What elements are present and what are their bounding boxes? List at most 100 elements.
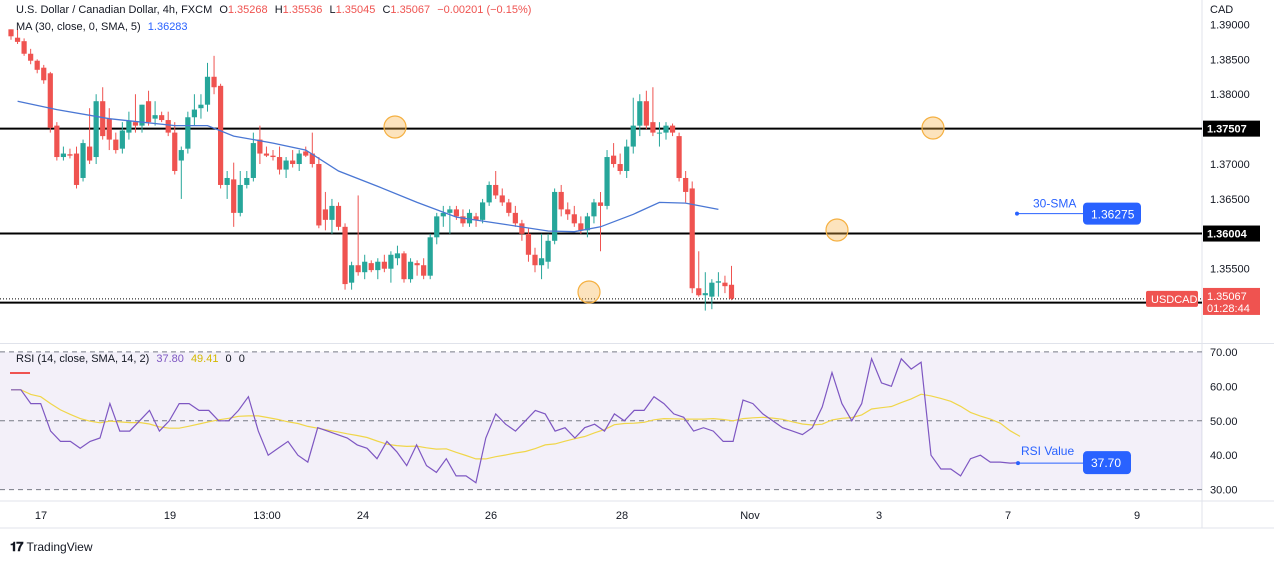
candle-body <box>394 253 401 259</box>
current-price-badge <box>1203 287 1260 315</box>
candle-body <box>224 177 230 185</box>
candle-body <box>676 136 682 178</box>
touch-marker <box>825 218 849 242</box>
low-label: L <box>329 4 336 16</box>
candle-body <box>552 191 558 241</box>
currency-label: CAD <box>1210 4 1233 16</box>
rsi-extra-1: 0 <box>225 353 232 365</box>
candle-body <box>113 139 119 151</box>
candle-body <box>198 104 204 109</box>
candle-body <box>663 125 669 133</box>
ma-legend[interactable]: MA (30, close, 0, SMA, 5) 1.36283 <box>16 21 192 33</box>
rsi-value: 37.80 <box>156 353 184 365</box>
rsi-ma-value: 49.41 <box>190 353 219 365</box>
rsi-annotation-text: RSI Value <box>1021 444 1074 458</box>
sma-annotation-text: 30-SMA <box>1033 197 1076 211</box>
candle-body <box>512 212 518 224</box>
price-tick-label: 1.38500 <box>1210 54 1250 66</box>
candle-body <box>434 216 440 238</box>
candle-body <box>34 60 40 70</box>
rsi-extra-2: 0 <box>238 353 245 365</box>
candle-body <box>296 153 302 165</box>
candle-body <box>303 151 309 156</box>
candle-body <box>650 122 656 133</box>
candle-body <box>342 226 348 285</box>
candle-body <box>145 101 152 123</box>
brand-name: TradingView <box>26 540 93 554</box>
level-badge-label: 1.36004 <box>1207 229 1248 241</box>
candle-body <box>316 164 322 226</box>
high-label: H <box>274 4 283 16</box>
candle-body <box>132 122 139 126</box>
candle-body <box>480 202 486 220</box>
candle-body <box>80 143 86 178</box>
open-value: 1.35268 <box>227 4 268 16</box>
rsi-tick-label: 50.00 <box>1210 416 1238 428</box>
candle-body <box>696 288 702 296</box>
candle-body <box>335 205 342 227</box>
rsi-tick-label: 30.00 <box>1210 485 1238 497</box>
tradingview-branding[interactable]: 𝟏𝟕 TradingView <box>10 539 93 555</box>
price-tick-label: 1.39000 <box>1210 19 1250 31</box>
candle-body <box>21 41 27 54</box>
candle-body <box>250 143 256 178</box>
candle-body <box>60 153 66 158</box>
candle-body <box>460 216 466 224</box>
chart-legend: U.S. Dollar / Canadian Dollar, 4h, FXCM … <box>16 4 535 16</box>
candle-body <box>558 191 564 210</box>
price-tick-label: 1.36500 <box>1210 194 1250 206</box>
candle-body <box>630 125 636 147</box>
candle-body <box>211 76 217 88</box>
candle-body <box>100 101 106 137</box>
close-value: 1.35067 <box>390 4 431 16</box>
time-tick-label: 19 <box>164 510 176 522</box>
candle-body <box>401 253 407 280</box>
time-tick-label: 7 <box>1005 510 1011 522</box>
candle-body <box>41 67 47 81</box>
time-tick-label: 3 <box>876 510 882 522</box>
countdown-label: 01:28:44 <box>1207 303 1250 315</box>
time-tick-label: Nov <box>740 510 760 522</box>
candle-body <box>381 261 387 269</box>
candle-body <box>702 293 708 296</box>
tradingview-logo-icon: 𝟏𝟕 <box>10 539 24 554</box>
candle-body <box>270 155 276 158</box>
close-label: C <box>382 4 391 16</box>
candle-body <box>466 212 473 224</box>
candle-body <box>637 101 643 126</box>
candle-body <box>237 184 243 213</box>
rsi-line <box>11 356 1021 484</box>
candle-body <box>578 223 584 231</box>
candle-body <box>643 101 649 126</box>
candle-body <box>597 202 604 206</box>
candle-body <box>565 209 571 215</box>
rsi-ma-line <box>11 389 1021 460</box>
candle-body <box>172 132 178 171</box>
candle-body <box>87 146 93 161</box>
time-tick-label: 17 <box>35 510 47 522</box>
candle-body <box>447 209 453 213</box>
candle-body <box>362 261 368 273</box>
time-tick-label: 9 <box>1134 510 1140 522</box>
candle-body <box>283 160 289 170</box>
candle-body <box>591 202 597 217</box>
level-badge <box>1203 225 1260 242</box>
candle-body <box>8 29 14 37</box>
candle-body <box>119 130 125 149</box>
symbol-badge <box>1146 290 1198 307</box>
touch-marker <box>921 116 945 140</box>
candle-body <box>276 157 283 170</box>
rsi-legend[interactable]: RSI (14, close, SMA, 14, 2) 37.80 49.41 … <box>16 353 249 365</box>
candle-body <box>47 73 53 128</box>
change-value: −0.00201 (−0.15%) <box>437 4 532 16</box>
sma-value-badge <box>1083 202 1141 225</box>
candle-body <box>728 284 735 299</box>
candle-body <box>93 101 99 158</box>
candle-body <box>73 153 80 185</box>
rsi-tick-label: 60.00 <box>1210 381 1238 393</box>
candle-body <box>545 240 551 262</box>
candle-body <box>67 154 73 156</box>
candle-body <box>263 153 270 156</box>
ma-value: 1.36283 <box>147 21 188 33</box>
